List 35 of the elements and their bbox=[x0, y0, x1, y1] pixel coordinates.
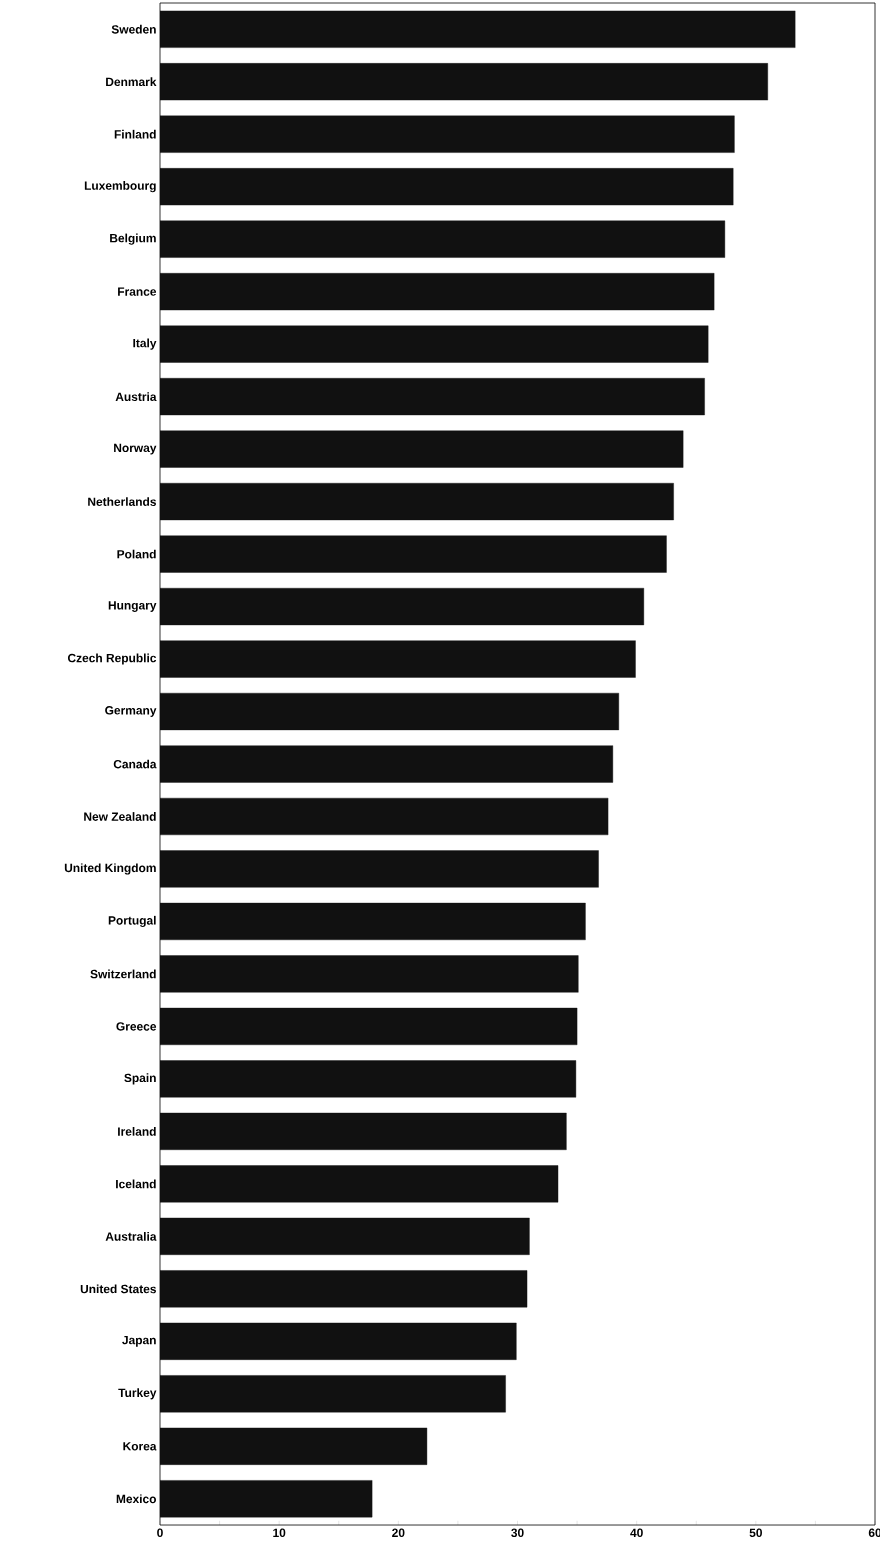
y-tick-label: United States bbox=[80, 1284, 156, 1294]
y-tick-label: France bbox=[118, 287, 157, 296]
y-tick-label: Switzerland bbox=[90, 969, 156, 979]
y-tick-label: Iceland bbox=[116, 1179, 156, 1189]
y-tick-label: Turkey bbox=[118, 1388, 157, 1400]
y-tick-label: Japan bbox=[122, 1335, 156, 1347]
y-tick-label: Poland bbox=[117, 549, 156, 559]
y-tick-label: Ireland bbox=[118, 1127, 156, 1136]
y-tick-label: Germany bbox=[105, 706, 157, 717]
y-tick-label: New Zealand bbox=[84, 812, 156, 821]
y-tick-label: Portugal bbox=[108, 915, 156, 928]
y-tick-label: United Kingdom bbox=[64, 863, 156, 875]
y-tick-label: Luxembourg bbox=[84, 181, 156, 193]
y-tick-label: Greece bbox=[116, 1022, 157, 1031]
y-tick-label: Italy bbox=[133, 338, 157, 350]
y-tick-label: Norway bbox=[114, 443, 157, 455]
y-tick-label: Sweden bbox=[111, 24, 156, 34]
x-tick-label: 30 bbox=[511, 1528, 524, 1538]
y-tick-label: Hungary bbox=[108, 601, 157, 612]
x-tick-label: 50 bbox=[749, 1528, 762, 1537]
y-tick-label: Spain bbox=[124, 1073, 156, 1085]
y-tick-label: Austria bbox=[115, 392, 157, 402]
y-tick-label: Canada bbox=[113, 759, 157, 769]
y-tick-label: Belgium bbox=[110, 233, 156, 245]
x-tick-label: 40 bbox=[630, 1528, 643, 1537]
y-tick-label: Finland bbox=[114, 129, 156, 139]
y-tick-label: Korea bbox=[123, 1442, 157, 1451]
y-tick-label: Mexico bbox=[116, 1494, 156, 1504]
x-tick-label: 10 bbox=[273, 1528, 286, 1537]
x-tick-label: 0 bbox=[157, 1528, 163, 1537]
y-tick-label: Denmark bbox=[106, 77, 157, 87]
y-tick-label: Australia bbox=[105, 1231, 157, 1241]
y-tick-label: Czech Republic bbox=[67, 653, 157, 665]
y-tick-label: Netherlands bbox=[88, 497, 156, 506]
x-tick-label: 20 bbox=[392, 1528, 405, 1537]
